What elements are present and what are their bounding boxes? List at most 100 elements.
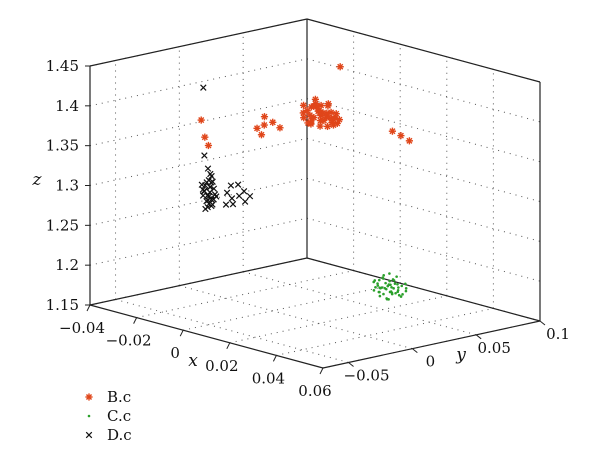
grid-line bbox=[306, 138, 541, 202]
data-point bbox=[228, 195, 236, 202]
x-tick-label: 0.04 bbox=[252, 369, 285, 387]
z-tick-label: 1.15 bbox=[46, 296, 79, 314]
data-point bbox=[260, 113, 269, 121]
asterisk-stroke bbox=[85, 393, 93, 401]
x-tick-label: 0.02 bbox=[205, 357, 238, 375]
data-point bbox=[229, 200, 237, 208]
asterisk-stroke bbox=[312, 96, 319, 103]
x-stroke bbox=[199, 186, 207, 193]
y-tick-mark bbox=[412, 348, 418, 354]
data-point bbox=[382, 274, 386, 277]
data-points bbox=[197, 63, 413, 301]
data-point bbox=[374, 285, 377, 289]
data-point bbox=[323, 109, 331, 117]
grid-line bbox=[115, 298, 349, 363]
y-tick-mark bbox=[539, 320, 546, 326]
data-point bbox=[336, 63, 344, 71]
asterisk-stroke bbox=[328, 109, 335, 116]
data-point bbox=[300, 114, 308, 122]
series-b-c bbox=[197, 63, 413, 150]
x-stroke bbox=[202, 205, 209, 213]
x-stroke bbox=[204, 192, 211, 199]
data-point bbox=[399, 295, 403, 298]
x-stroke bbox=[234, 181, 242, 188]
asterisk-stroke bbox=[205, 142, 212, 149]
grid-line bbox=[243, 271, 477, 336]
data-point bbox=[372, 289, 376, 292]
z-tick-label: 1.4 bbox=[55, 97, 79, 115]
data-point bbox=[203, 197, 210, 205]
asterisk-stroke bbox=[397, 132, 404, 139]
data-point bbox=[377, 290, 381, 294]
z-tick-label: 1.25 bbox=[46, 216, 79, 234]
y-tick-label: 0.1 bbox=[546, 325, 570, 343]
data-point bbox=[260, 121, 268, 129]
x-tick-mark bbox=[179, 329, 184, 337]
asterisk-stroke bbox=[300, 109, 307, 116]
data-point bbox=[397, 293, 401, 297]
axis-frame-line bbox=[89, 257, 308, 306]
data-point bbox=[209, 178, 216, 185]
data-point bbox=[240, 187, 248, 195]
data-point bbox=[311, 95, 320, 103]
asterisk-stroke bbox=[198, 117, 205, 124]
legend-item-b: B.c bbox=[85, 388, 131, 406]
data-point bbox=[257, 131, 266, 139]
axis-ticks: −0.04−0.02 0 0.02 0.04 0.06 −0.05 0 0.05 0.1 1.15… bbox=[46, 57, 570, 400]
asterisk-stroke bbox=[300, 114, 307, 121]
data-point bbox=[223, 189, 231, 196]
data-point bbox=[222, 201, 230, 208]
axes-box bbox=[89, 18, 541, 369]
asterisk-stroke bbox=[324, 123, 331, 130]
data-point bbox=[388, 279, 391, 283]
x-tick-mark bbox=[86, 304, 91, 312]
data-point bbox=[388, 290, 392, 294]
legend-marker-asterisk bbox=[85, 393, 93, 401]
asterisk-stroke bbox=[258, 131, 265, 138]
data-point bbox=[201, 152, 208, 159]
asterisk-stroke bbox=[310, 114, 317, 121]
z-tick-label: 1.2 bbox=[55, 256, 79, 274]
grid-line bbox=[306, 98, 541, 163]
data-point bbox=[393, 282, 397, 285]
axis-frame-line bbox=[322, 320, 541, 369]
z-tick-label: 1.35 bbox=[46, 137, 79, 155]
grid-line bbox=[136, 270, 354, 319]
data-point bbox=[204, 141, 213, 150]
x-tick-label: 0.06 bbox=[298, 382, 331, 400]
asterisk-stroke bbox=[300, 102, 307, 109]
grid-line bbox=[306, 217, 541, 282]
legend-label-b: B.c bbox=[107, 388, 131, 406]
axis-frame-line bbox=[306, 257, 541, 322]
x-stroke bbox=[201, 152, 208, 159]
data-point bbox=[329, 121, 338, 129]
data-point bbox=[387, 298, 390, 301]
asterisk-stroke bbox=[330, 121, 337, 129]
x-stroke bbox=[223, 189, 231, 196]
data-point bbox=[376, 282, 379, 285]
data-point bbox=[328, 115, 336, 123]
x-stroke bbox=[206, 183, 214, 191]
data-point bbox=[400, 284, 404, 288]
data-point bbox=[206, 189, 214, 196]
data-point bbox=[377, 278, 381, 282]
x-tick-label: −0.04 bbox=[59, 319, 105, 337]
data-point bbox=[253, 124, 261, 132]
asterisk-stroke bbox=[201, 134, 208, 141]
data-point bbox=[202, 205, 209, 213]
data-point bbox=[382, 292, 385, 296]
asterisk-stroke bbox=[315, 108, 322, 115]
grid-line bbox=[89, 177, 308, 226]
data-point bbox=[385, 297, 388, 300]
z-tick-label: 1.45 bbox=[46, 57, 79, 75]
data-point bbox=[397, 286, 400, 289]
x-stroke bbox=[204, 165, 212, 172]
y-tick-label: −0.05 bbox=[344, 366, 390, 384]
data-point bbox=[204, 192, 211, 199]
y-tick-mark bbox=[475, 334, 482, 340]
x-stroke bbox=[209, 178, 216, 185]
data-point bbox=[388, 272, 391, 275]
x-stroke bbox=[222, 201, 230, 208]
data-point bbox=[198, 181, 206, 188]
asterisk-stroke bbox=[317, 123, 324, 130]
